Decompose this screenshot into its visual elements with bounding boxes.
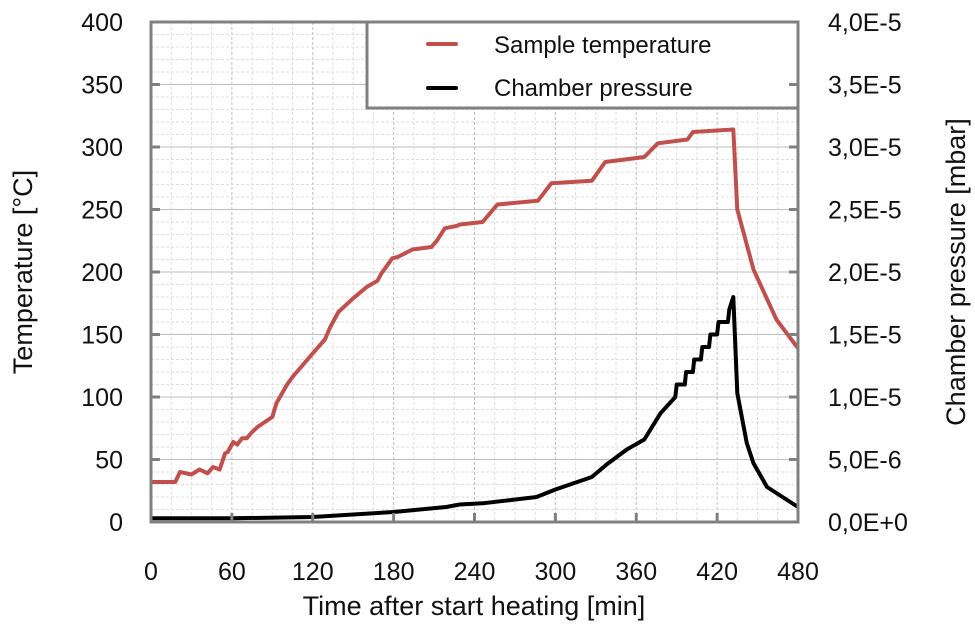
y2-tick-label: 2,5E-5 (828, 197, 902, 225)
x-tick-label: 360 (615, 558, 657, 586)
x-tick-label: 0 (144, 558, 158, 586)
y2-tick-label: 1,0E-5 (828, 384, 902, 412)
legend-box (365, 20, 800, 110)
axes (149, 20, 800, 524)
series-line-temperature (151, 127, 800, 484)
tick-labels: 0 60 120 180 240 300 360 420 480 0 50 100 150 200 250 3… (81, 9, 908, 586)
y2-tick-label: 3,5E-5 (828, 72, 902, 100)
y-tick-label: 200 (81, 259, 123, 287)
y-tick-label: 400 (81, 9, 123, 37)
x-tick-label: 180 (373, 558, 415, 586)
y-tick-label: 50 (95, 447, 123, 475)
y2-tick-label: 4,0E-5 (828, 9, 902, 37)
x-tick-label: 420 (696, 558, 738, 586)
x-axis-label: Time after start heating [min] (303, 591, 646, 621)
series-layer (151, 127, 800, 521)
y-tick-label: 300 (81, 134, 123, 162)
series-line-pressure (151, 295, 800, 521)
x-tick-label: 120 (292, 558, 334, 586)
y2-tick-label: 2,0E-5 (828, 259, 902, 287)
y2-axis-label: Chamber pressure [mbar] (941, 118, 971, 426)
x-tick-label: 60 (218, 558, 246, 586)
x-tick-label: 300 (535, 558, 577, 586)
y-tick-label: 0 (109, 509, 123, 537)
y2-tick-label: 0,0E+0 (828, 509, 908, 537)
y-axis-label: Temperature [°C] (8, 170, 38, 374)
y-tick-label: 250 (81, 197, 123, 225)
legend-label-temperature: Sample temperature (494, 32, 711, 59)
legend: Sample temperature Chamber pressure (365, 20, 800, 110)
y2-tick-label: 5,0E-6 (828, 447, 902, 475)
y2-tick-label: 1,5E-5 (828, 322, 902, 350)
legend-label-pressure: Chamber pressure (494, 75, 693, 102)
y2-tick-label: 3,0E-5 (828, 134, 902, 162)
y-tick-label: 350 (81, 72, 123, 100)
y-tick-label: 100 (81, 384, 123, 412)
x-tick-label: 240 (454, 558, 496, 586)
y-tick-label: 150 (81, 322, 123, 350)
x-tick-label: 480 (777, 558, 819, 586)
